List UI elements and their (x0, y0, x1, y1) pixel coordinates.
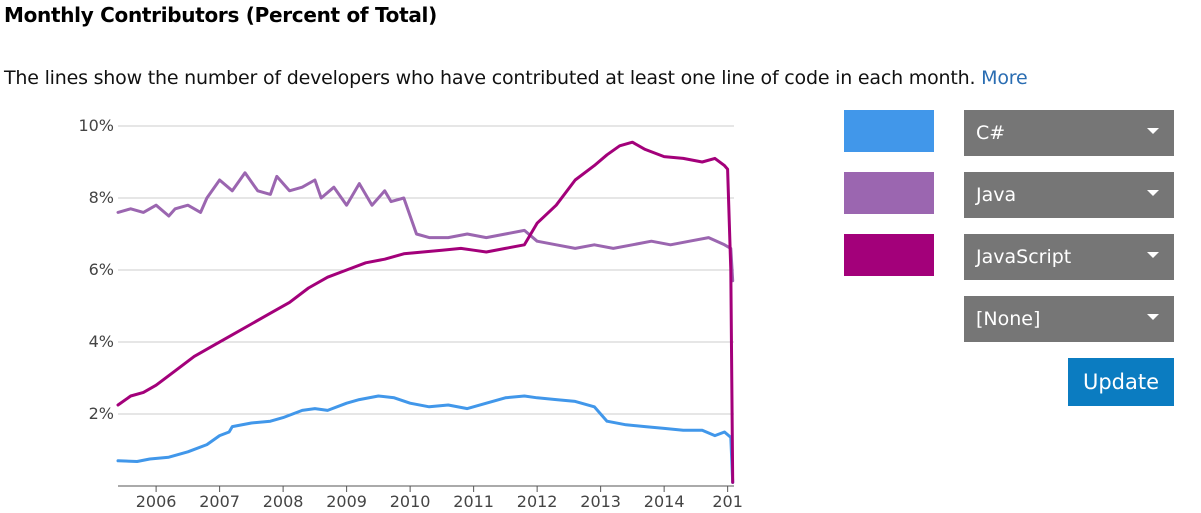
update-button[interactable]: Update (1068, 358, 1174, 406)
x-tick-label: 2013 (580, 492, 621, 511)
language-select-1[interactable]: C# (964, 110, 1174, 156)
color-swatch-series-2 (844, 172, 934, 214)
x-tick-label: 2006 (136, 492, 177, 511)
series-line-c- (116, 394, 735, 484)
chevron-down-icon (1147, 190, 1159, 196)
y-tick-label: 8% (89, 188, 114, 207)
series-line-java (116, 171, 735, 283)
y-tick-label: 6% (89, 260, 114, 279)
y-tick-label: 4% (89, 332, 114, 351)
language-select-2[interactable]: Java (964, 172, 1174, 218)
color-swatch-series-1 (844, 110, 934, 152)
x-tick-label: 2011 (453, 492, 494, 511)
language-select-3-value: JavaScript (976, 246, 1072, 268)
color-swatch-series-3 (844, 234, 934, 276)
x-tick-label: 2008 (263, 492, 304, 511)
language-select-4-value: [None] (976, 308, 1041, 330)
language-select-1-value: C# (976, 122, 1006, 144)
x-tick-label: 2010 (390, 492, 431, 511)
language-select-4[interactable]: [None] (964, 296, 1174, 342)
x-tick-label: 2009 (326, 492, 367, 511)
y-tick-label: 10% (78, 116, 114, 135)
x-tick-label: 2014 (644, 492, 685, 511)
x-tick-label: 201 (712, 492, 743, 511)
language-select-2-value: Java (976, 184, 1017, 206)
description-text: The lines show the number of developers … (4, 67, 976, 89)
language-select-3[interactable]: JavaScript (964, 234, 1174, 280)
chevron-down-icon (1147, 314, 1159, 320)
x-tick-label: 2007 (199, 492, 240, 511)
page-title: Monthly Contributors (Percent of Total) (4, 3, 437, 27)
chevron-down-icon (1147, 252, 1159, 258)
line-chart: 2% 4% 6% 8% 10% 2006 2007 2008 2009 2010 2011 2012 2… (78, 116, 743, 511)
chevron-down-icon (1147, 128, 1159, 134)
description: The lines show the number of developers … (4, 67, 1028, 89)
series-line-javascript (116, 140, 735, 484)
x-tick-label: 2012 (517, 492, 558, 511)
y-tick-label: 2% (89, 404, 114, 423)
more-link[interactable]: More (981, 67, 1028, 89)
